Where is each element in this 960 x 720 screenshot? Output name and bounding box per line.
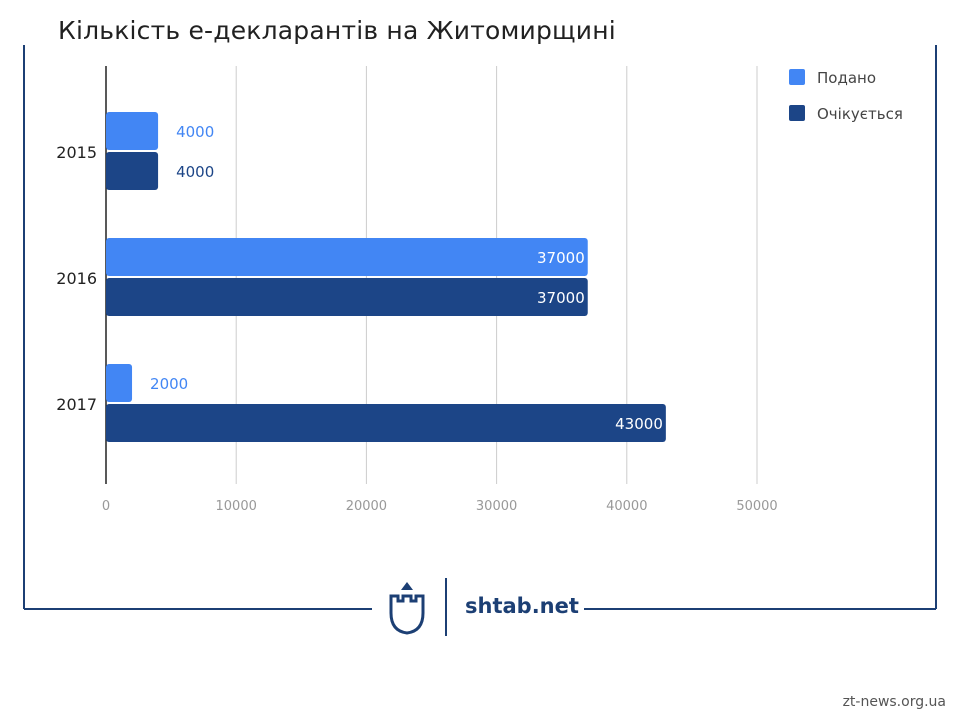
x-tick-label: 50000 bbox=[736, 499, 777, 514]
data-label: 37000 bbox=[537, 249, 585, 267]
bar bbox=[106, 238, 588, 276]
data-label: 2000 bbox=[150, 375, 188, 393]
x-tick-label: 40000 bbox=[606, 499, 647, 514]
bar bbox=[106, 112, 159, 150]
data-label: 4000 bbox=[176, 163, 214, 181]
chart-title: Кількість е-декларантів на Житомирщині bbox=[58, 16, 616, 45]
x-tick-label: 10000 bbox=[216, 499, 257, 514]
legend-label: Очікується bbox=[817, 105, 903, 123]
legend-label: Подано bbox=[817, 69, 876, 87]
bar bbox=[106, 152, 159, 190]
x-tick-label: 20000 bbox=[346, 499, 387, 514]
data-label: 43000 bbox=[615, 415, 663, 433]
x-tick-label: 0 bbox=[102, 499, 110, 514]
data-label: 37000 bbox=[537, 289, 585, 307]
data-label: 4000 bbox=[176, 123, 214, 141]
castle-tower-icon bbox=[389, 582, 425, 635]
bar bbox=[106, 278, 588, 316]
category-label: 2016 bbox=[56, 269, 97, 288]
category-label: 2017 bbox=[56, 395, 97, 414]
legend-swatch bbox=[789, 69, 805, 85]
brand-name: shtab.net bbox=[465, 594, 579, 618]
x-tick-label: 30000 bbox=[476, 499, 517, 514]
category-label: 2015 bbox=[56, 143, 97, 162]
watermark: zt-news.org.ua bbox=[842, 694, 946, 710]
bar bbox=[106, 404, 666, 442]
legend-swatch bbox=[789, 105, 805, 121]
bar bbox=[106, 364, 133, 402]
